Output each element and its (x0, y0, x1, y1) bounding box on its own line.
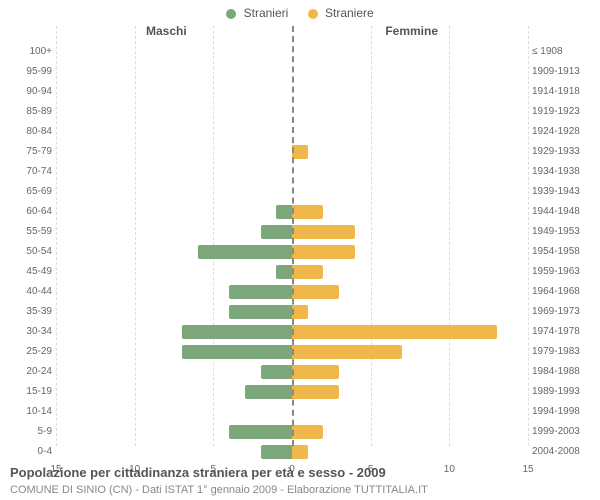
bar-male (261, 445, 292, 459)
bar-male (261, 225, 292, 239)
age-band-labels: 100+95-9990-9485-8980-8475-7970-7465-696… (0, 26, 52, 446)
age-label: 20-24 (0, 362, 52, 382)
birth-year-label: 1989-1993 (532, 382, 598, 402)
birth-year-label: 1979-1983 (532, 342, 598, 362)
bar-male (276, 265, 292, 279)
birth-year-label: 1964-1968 (532, 282, 598, 302)
birth-year-labels: ≤ 19081909-19131914-19181919-19231924-19… (532, 26, 598, 446)
plot-area: Maschi Femmine 15105051015 (56, 26, 528, 446)
birth-year-label: 1944-1948 (532, 202, 598, 222)
birth-year-label: ≤ 1908 (532, 42, 598, 62)
age-label: 25-29 (0, 342, 52, 362)
age-label: 0-4 (0, 442, 52, 462)
bar-male (276, 205, 292, 219)
age-label: 35-39 (0, 302, 52, 322)
center-axis-line (292, 26, 294, 446)
birth-year-label: 1909-1913 (532, 62, 598, 82)
legend-item-male: Stranieri (226, 6, 288, 20)
age-label: 30-34 (0, 322, 52, 342)
legend-label-female: Straniere (325, 6, 374, 20)
birth-year-label: 1914-1918 (532, 82, 598, 102)
birth-year-label: 1934-1938 (532, 162, 598, 182)
x-tick-label: 15 (516, 464, 540, 475)
bar-female (292, 325, 497, 339)
x-tick-label: 10 (437, 464, 461, 475)
age-label: 85-89 (0, 102, 52, 122)
birth-year-label: 1999-2003 (532, 422, 598, 442)
age-label: 100+ (0, 42, 52, 62)
bar-female (292, 245, 355, 259)
bar-female (292, 445, 308, 459)
birth-year-label: 1954-1958 (532, 242, 598, 262)
age-label: 15-19 (0, 382, 52, 402)
bar-female (292, 225, 355, 239)
age-label: 60-64 (0, 202, 52, 222)
gridline (528, 26, 529, 446)
age-label: 75-79 (0, 142, 52, 162)
bar-male (245, 385, 292, 399)
legend-item-female: Straniere (308, 6, 374, 20)
female-header: Femmine (385, 24, 438, 38)
bar-female (292, 425, 323, 439)
birth-year-label: 1919-1923 (532, 102, 598, 122)
age-label: 40-44 (0, 282, 52, 302)
bar-female (292, 385, 339, 399)
bar-male (229, 285, 292, 299)
birth-year-label: 1949-1953 (532, 222, 598, 242)
bar-male (182, 345, 292, 359)
bar-female (292, 285, 339, 299)
birth-year-label: 2004-2008 (532, 442, 598, 462)
bar-female (292, 305, 308, 319)
legend-label-male: Stranieri (244, 6, 289, 20)
bar-male (261, 365, 292, 379)
birth-year-label: 1994-1998 (532, 402, 598, 422)
bar-female (292, 265, 323, 279)
chart-subtitle: COMUNE DI SINIO (CN) - Dati ISTAT 1° gen… (10, 484, 428, 496)
bar-male (182, 325, 292, 339)
age-label: 55-59 (0, 222, 52, 242)
birth-year-label: 1969-1973 (532, 302, 598, 322)
bar-male (229, 305, 292, 319)
birth-year-label: 1939-1943 (532, 182, 598, 202)
chart-container: Stranieri Straniere Fasce di età 100+95-… (0, 0, 600, 500)
age-label: 5-9 (0, 422, 52, 442)
birth-year-label: 1984-1988 (532, 362, 598, 382)
chart-title: Popolazione per cittadinanza straniera p… (10, 465, 386, 480)
birth-year-label: 1959-1963 (532, 262, 598, 282)
bar-female (292, 345, 402, 359)
bar-female (292, 145, 308, 159)
age-label: 65-69 (0, 182, 52, 202)
age-label: 90-94 (0, 82, 52, 102)
female-swatch-icon (308, 9, 318, 19)
age-label: 45-49 (0, 262, 52, 282)
birth-year-label: 1974-1978 (532, 322, 598, 342)
bar-male (229, 425, 292, 439)
age-label: 70-74 (0, 162, 52, 182)
male-header: Maschi (146, 24, 187, 38)
age-label: 80-84 (0, 122, 52, 142)
bar-female (292, 205, 323, 219)
birth-year-label: 1929-1933 (532, 142, 598, 162)
male-swatch-icon (226, 9, 236, 19)
bar-male (198, 245, 292, 259)
legend: Stranieri Straniere (0, 6, 600, 20)
birth-year-label: 1924-1928 (532, 122, 598, 142)
age-label: 10-14 (0, 402, 52, 422)
bar-female (292, 365, 339, 379)
age-label: 95-99 (0, 62, 52, 82)
age-label: 50-54 (0, 242, 52, 262)
